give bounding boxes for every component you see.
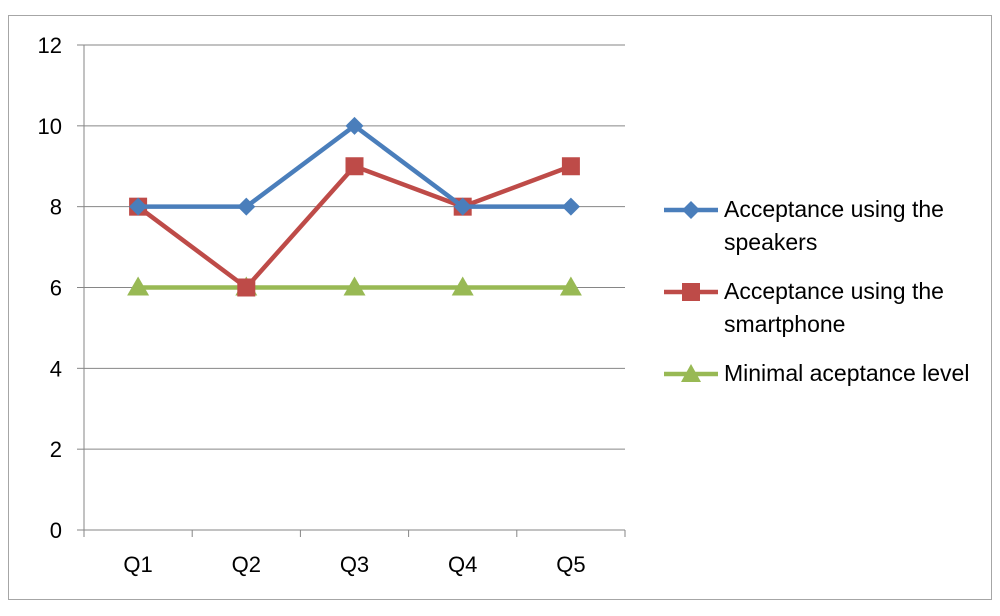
legend-item-speakers: Acceptance using the speakers [662,193,992,275]
data-point-2-Q4 [451,276,474,296]
data-point-1-Q3 [345,157,364,176]
legend-label-smartphone: Acceptance using the smartphone [724,278,944,337]
legend-label-minimal: Minimal aceptance level [724,360,970,386]
y-tick-label-0: 0 [50,518,62,543]
legend-swatch-minimal [664,364,718,382]
x-tick-labels: Q1 Q2 Q3 Q4 Q5 [123,552,585,577]
data-point-0-Q5 [561,197,580,216]
chart-border [8,15,992,600]
y-tick-label-10: 10 [38,114,62,139]
data-point-2-Q1 [127,276,150,296]
data-point-0-Q4 [453,197,472,216]
data-point-1-Q2 [237,278,256,297]
y-tick-labels: 0 2 4 6 8 10 12 [38,33,62,543]
data-point-0-Q1 [129,197,148,216]
data-point-2-Q3 [343,276,366,296]
y-tick-label-8: 8 [50,195,62,220]
data-point-0-Q3 [345,116,364,135]
legend: Acceptance using the speakers Acceptance… [662,193,992,439]
data-point-0-Q2 [237,197,256,216]
x-tick-label-Q5: Q5 [556,552,585,577]
x-tick-label-Q2: Q2 [232,552,261,577]
x-tick-label-Q4: Q4 [448,552,477,577]
y-tick-label-6: 6 [50,276,62,301]
y-tick-label-4: 4 [50,356,62,381]
y-tick-label-12: 12 [38,33,62,58]
legend-swatch-smartphone [664,283,718,301]
x-tick-label-Q3: Q3 [340,552,369,577]
legend-item-minimal: Minimal aceptance level [662,357,992,439]
axes [77,44,626,537]
series-speakers [129,116,580,216]
series [127,116,582,297]
legend-label-speakers: Acceptance using the speakers [724,196,944,255]
x-tick-label-Q1: Q1 [123,552,152,577]
legend-swatch-speakers [664,201,718,219]
data-point-1-Q5 [561,157,580,176]
data-point-2-Q5 [559,276,582,296]
y-tick-label-2: 2 [50,437,62,462]
legend-item-smartphone: Acceptance using the smartphone [662,275,992,357]
